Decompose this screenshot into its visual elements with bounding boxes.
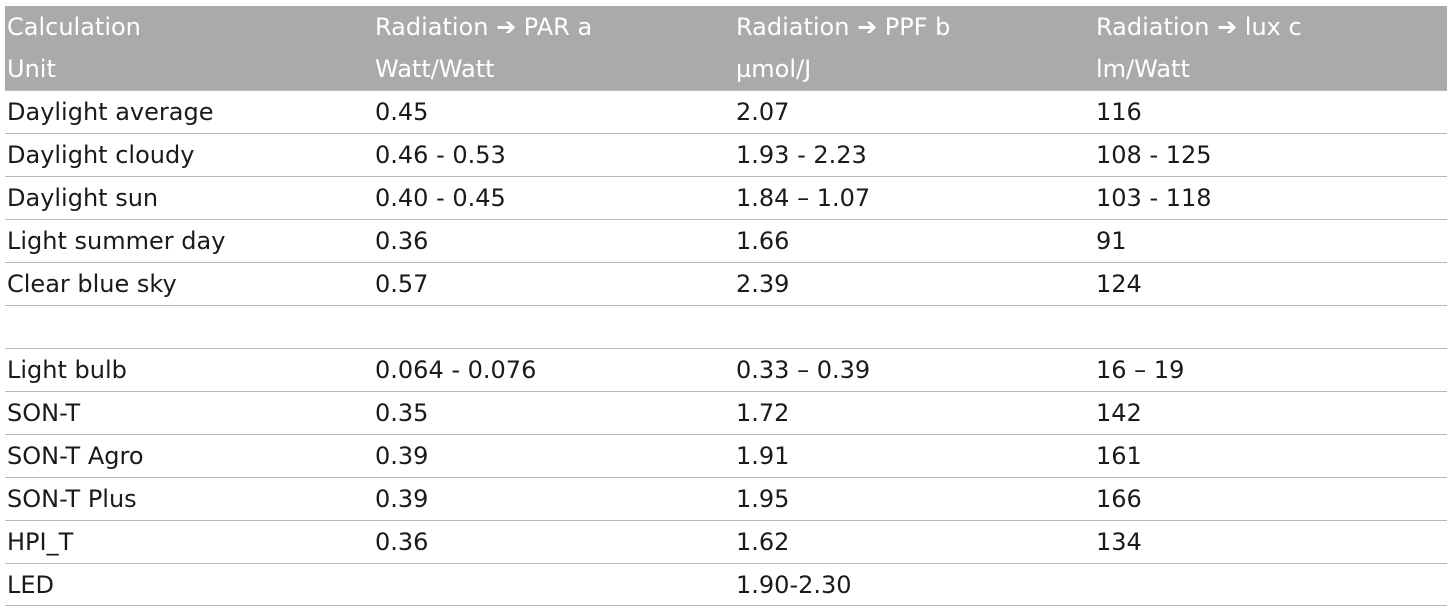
header-cell: Radiation ➔ PPF b — [736, 13, 951, 41]
header-cell: lm/Watt — [1096, 55, 1190, 83]
table-row: Light summer day 0.36 1.66 91 — [5, 219, 1447, 262]
table-cell: 0.39 — [375, 485, 429, 513]
table-cell: 0.36 — [375, 227, 429, 255]
table-cell: 0.36 — [375, 528, 429, 556]
table-cell: 134 — [1096, 528, 1142, 556]
table-cell — [1094, 564, 1447, 605]
row-label: Light bulb — [7, 356, 127, 384]
table-cell: 0.45 — [375, 98, 429, 126]
table-row: Daylight average 0.45 2.07 116 — [5, 90, 1447, 133]
header-cell: µmol/J — [736, 55, 812, 83]
row-label: Clear blue sky — [7, 270, 177, 298]
table-cell: 1.66 — [736, 227, 790, 255]
table-cell: 0.35 — [375, 399, 429, 427]
table-cell: 0.33 – 0.39 — [736, 356, 871, 384]
header-cell: Calculation — [7, 13, 141, 41]
table-body: Daylight average 0.45 2.07 116 Daylight clou… — [5, 90, 1447, 606]
table-cell: 0.40 - 0.45 — [375, 184, 506, 212]
table-cell: 0.39 — [375, 442, 429, 470]
header-row-calculation: Calculation Radiation ➔ PAR a Radiation … — [5, 6, 1447, 48]
table-cell: 1.84 – 1.07 — [736, 184, 871, 212]
table-cell: 124 — [1096, 270, 1142, 298]
table-row: Daylight sun 0.40 - 0.45 1.84 – 1.07 103 - … — [5, 176, 1447, 219]
table-cell — [373, 564, 734, 605]
table-cell: 166 — [1096, 485, 1142, 513]
table-cell: 142 — [1096, 399, 1142, 427]
row-label: SON-T Plus — [7, 485, 137, 513]
table-cell: 1.93 - 2.23 — [736, 141, 867, 169]
table-row: SON-T Agro 0.39 1.91 161 — [5, 434, 1447, 477]
row-label: Daylight average — [7, 98, 214, 126]
table-cell: 0.57 — [375, 270, 429, 298]
table-cell: 116 — [1096, 98, 1142, 126]
table-cell: 91 — [1096, 227, 1127, 255]
row-label: SON-T — [7, 399, 81, 427]
table-cell: 103 - 118 — [1096, 184, 1212, 212]
table-cell: 2.07 — [736, 98, 790, 126]
table-header: Calculation Radiation ➔ PAR a Radiation … — [5, 6, 1447, 90]
table-row: Clear blue sky 0.57 2.39 124 — [5, 262, 1447, 305]
conversion-table: Calculation Radiation ➔ PAR a Radiation … — [5, 6, 1447, 606]
table-cell: 1.95 — [736, 485, 790, 513]
header-cell: Watt/Watt — [375, 55, 495, 83]
row-label: SON-T Agro — [7, 442, 144, 470]
table-cell: 1.90-2.30 — [736, 571, 852, 599]
table-row: SON-T Plus 0.39 1.95 166 — [5, 477, 1447, 520]
table-cell: 1.62 — [736, 528, 790, 556]
row-label: Light summer day — [7, 227, 226, 255]
row-label: LED — [7, 571, 55, 599]
table-row: LED 1.90-2.30 — [5, 563, 1447, 606]
table-cell: 0.46 - 0.53 — [375, 141, 506, 169]
table-cell: 1.91 — [736, 442, 790, 470]
table-row: Daylight cloudy 0.46 - 0.53 1.93 - 2.23 108… — [5, 133, 1447, 176]
table-cell: 16 – 19 — [1096, 356, 1185, 384]
table-cell: 2.39 — [736, 270, 790, 298]
header-cell: Radiation ➔ PAR a — [375, 13, 593, 41]
table-row: SON-T 0.35 1.72 142 — [5, 391, 1447, 434]
row-label: Daylight cloudy — [7, 141, 195, 169]
header-row-unit: Unit Watt/Watt µmol/J lm/Watt — [5, 48, 1447, 90]
table-row: Light bulb 0.064 - 0.076 0.33 – 0.39 16 – 1… — [5, 348, 1447, 391]
row-label: Daylight sun — [7, 184, 159, 212]
table-row: HPI_T 0.36 1.62 134 — [5, 520, 1447, 563]
table-cell: 161 — [1096, 442, 1142, 470]
group-spacer — [5, 305, 1447, 348]
row-label: HPI_T — [7, 528, 74, 556]
table-cell: 1.72 — [736, 399, 790, 427]
table-cell: 0.064 - 0.076 — [375, 356, 537, 384]
header-cell: Unit — [7, 55, 56, 83]
table-cell: 108 - 125 — [1096, 141, 1212, 169]
header-cell: Radiation ➔ lux c — [1096, 13, 1302, 41]
